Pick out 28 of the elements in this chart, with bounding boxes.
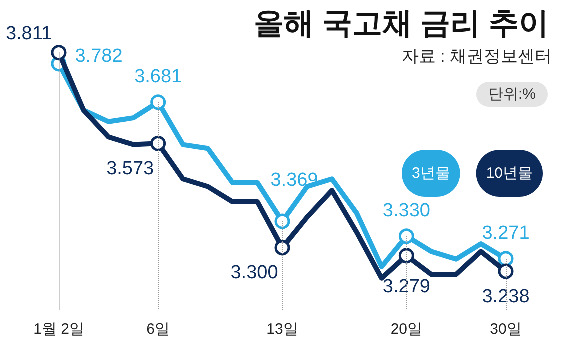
point — [274, 214, 290, 230]
data-label: 3.279 — [382, 276, 430, 298]
x-tick-label: 1월 2일 — [34, 321, 84, 338]
x-tick-label: 13일 — [266, 321, 298, 338]
x-tick-label: 20일 — [390, 321, 423, 338]
point — [274, 240, 290, 256]
point — [150, 94, 166, 110]
data-label: 3.330 — [382, 200, 430, 222]
data-label: 3.573 — [106, 158, 154, 180]
x-tick-label: 6일 — [146, 321, 170, 338]
data-label: 3.782 — [75, 46, 123, 68]
point — [498, 264, 514, 280]
x-tick-label: 30일 — [490, 321, 522, 338]
text: 10년물 — [486, 165, 534, 182]
annotation: 단위:% — [488, 86, 536, 103]
annotation: 자료 : 채권정보센터 — [402, 47, 552, 66]
point — [498, 251, 514, 267]
text: 3년물 — [412, 165, 450, 182]
point — [51, 45, 67, 61]
data-label: 3.271 — [482, 223, 530, 244]
data-label: 3.811 — [6, 24, 52, 45]
point — [150, 136, 166, 152]
data-label: 3.238 — [482, 286, 530, 308]
data-label: 3.300 — [230, 262, 278, 284]
chart-title: 올해 국고채 금리 추이 — [254, 8, 550, 40]
point — [398, 228, 414, 244]
data-label: 3.681 — [134, 66, 182, 88]
point — [398, 248, 414, 264]
